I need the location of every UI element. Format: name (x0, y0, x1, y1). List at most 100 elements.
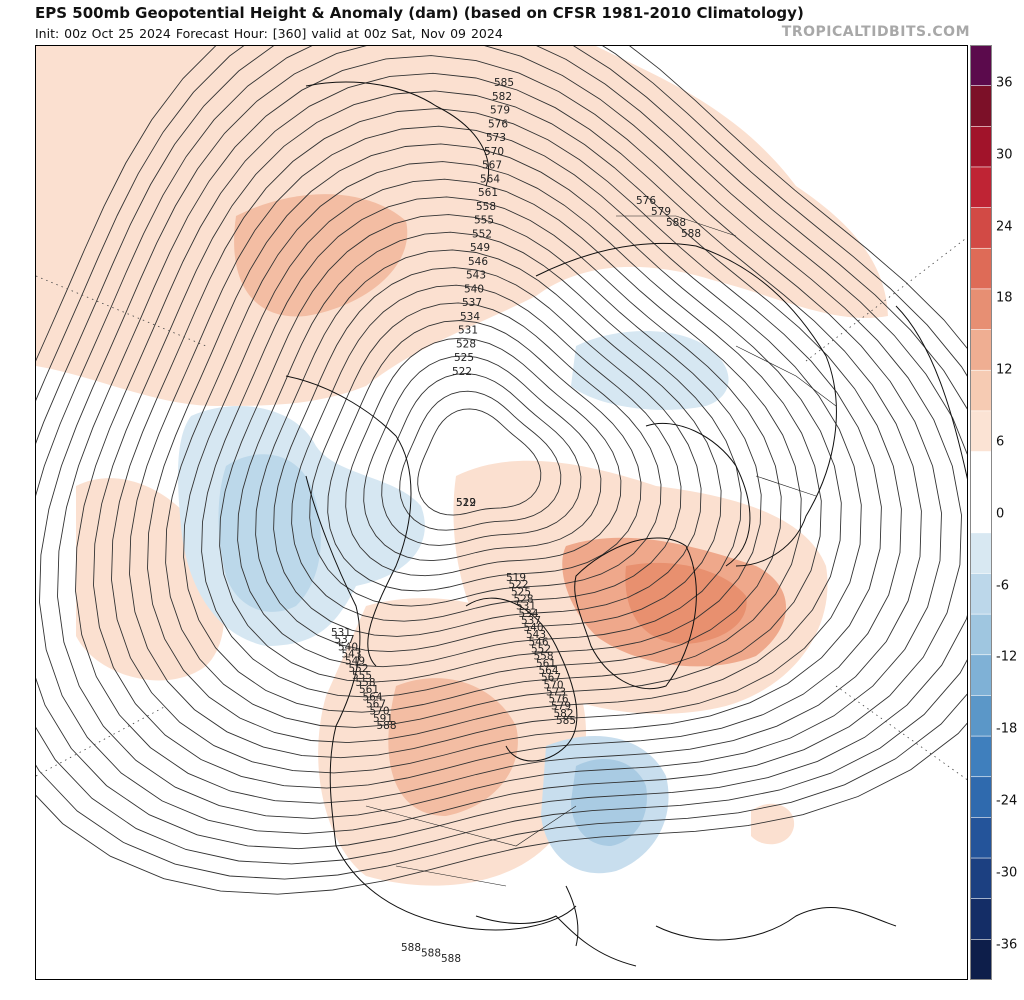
meridian-line (36, 705, 167, 777)
coastline-africa (895, 305, 967, 480)
colorbar-swatch (970, 329, 992, 372)
coastline-north-america (305, 475, 577, 931)
height-contour (36, 46, 967, 865)
contour-label: 567 (482, 160, 502, 172)
positive-anomaly-core (388, 678, 518, 816)
height-contour (165, 161, 822, 728)
colorbar-swatch (970, 573, 992, 615)
contour-label: 564 (539, 665, 559, 677)
colorbar-tick-label: 0 (996, 506, 1005, 522)
height-contour (255, 249, 722, 653)
contour-label: 567 (541, 672, 561, 684)
contour-label: 528 (514, 593, 534, 605)
contour-label: 540 (338, 641, 358, 653)
height-contour (36, 46, 967, 880)
colorbar-tick-label: -18 (996, 721, 1018, 737)
colorbar-swatch (970, 939, 992, 980)
contour-label: 576 (488, 118, 508, 130)
height-contour (219, 214, 762, 683)
colorbar-swatch (970, 85, 992, 128)
contour-label: 582 (554, 708, 574, 720)
colorbar-swatch (970, 857, 992, 900)
border-line (365, 805, 577, 847)
negative-anomaly-area (571, 331, 729, 410)
height-contour (129, 125, 862, 759)
contour-label: 543 (526, 629, 546, 641)
map-canvas: 5855825795765735705675645615585555525495… (36, 46, 967, 967)
height-contour (201, 196, 782, 698)
contour-label: 531 (516, 601, 536, 613)
colorbar (970, 45, 992, 980)
colorbar-tick-label: 24 (996, 219, 1013, 235)
colorbar-tick-label: 36 (996, 75, 1013, 91)
height-contour (345, 337, 622, 577)
colorbar-swatch (970, 817, 992, 859)
contour-label: 567 (366, 699, 386, 711)
positive-anomaly-core (234, 194, 408, 317)
colorbar-swatch (970, 613, 992, 656)
colorbar-swatch (970, 898, 992, 941)
coastline-alaska (285, 375, 412, 667)
contour-label: 537 (521, 615, 541, 627)
contour-label: 528 (456, 338, 476, 350)
contour-label: 585 (494, 77, 514, 89)
colorbar-swatch (970, 654, 992, 697)
colorbar-tick-label: -6 (996, 578, 1009, 594)
contour-label: 546 (529, 636, 549, 648)
colorbar-tick-label: -36 (996, 937, 1018, 953)
border-line (616, 215, 737, 237)
map-title: EPS 500mb Geopotential Height & Anomaly … (35, 4, 804, 22)
height-contour (36, 46, 967, 850)
site-watermark: TROPICALTIDBITS.COM (781, 24, 970, 40)
coastline-eurasia (535, 242, 837, 567)
colorbar-tick-label: -30 (996, 865, 1018, 881)
colorbar-swatch (970, 288, 992, 331)
contour-label: 576 (636, 195, 656, 207)
height-contour (327, 320, 642, 592)
height-contour (273, 267, 702, 637)
contour-label: 579 (551, 701, 571, 713)
anomaly-shading (36, 46, 888, 886)
contour-label: 537 (335, 634, 355, 646)
contour-labels: 5855825795765735705675645615585555525495… (331, 77, 701, 965)
colorbar-swatch (970, 695, 992, 737)
height-contour (291, 284, 682, 622)
contour-label: 570 (484, 146, 504, 158)
contour-label: 549 (345, 656, 365, 668)
contour-label: 519 (456, 497, 476, 509)
colorbar-swatch (970, 207, 992, 250)
contour-label: 579 (490, 105, 510, 117)
contour-label: 561 (478, 187, 498, 199)
colorbar-swatch (970, 776, 992, 819)
colorbar-swatch (970, 166, 992, 209)
height-contours (36, 46, 967, 895)
colorbar-swatch (970, 735, 992, 778)
contour-label: 552 (472, 228, 492, 240)
colorbar-swatch (970, 369, 992, 412)
contour-label: 522 (456, 497, 476, 509)
meridian-line (835, 685, 967, 781)
contour-label: 579 (651, 206, 671, 218)
height-contour (237, 231, 742, 668)
colorbar-tick-label: -24 (996, 793, 1018, 809)
colorbar-swatch (970, 126, 992, 168)
colorbar-swatch (970, 410, 992, 453)
contour-label: 570 (544, 679, 564, 691)
height-contour (381, 373, 582, 546)
colorbar-swatch (970, 491, 992, 534)
contour-label: 564 (363, 691, 383, 703)
negative-anomaly-core (218, 454, 321, 612)
contour-label: 522 (452, 366, 472, 378)
map-subtitle: Init: 00z Oct 25 2024 Forecast Hour: [36… (35, 26, 503, 41)
height-contour (399, 390, 562, 531)
coastline-east-asia (305, 81, 490, 187)
colorbar-tick-label: 30 (996, 147, 1013, 163)
political-borders (365, 215, 837, 887)
border-line (735, 345, 837, 407)
coastline-gulf (475, 915, 637, 967)
contour-label: 573 (546, 686, 566, 698)
contour-label: 588 (666, 217, 686, 229)
height-contour (111, 108, 882, 774)
contour-label: 534 (519, 608, 539, 620)
contour-label: 588 (441, 953, 461, 965)
